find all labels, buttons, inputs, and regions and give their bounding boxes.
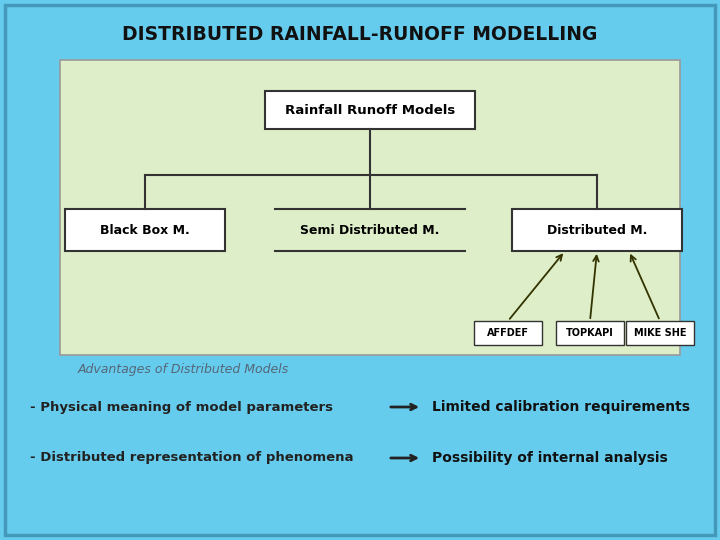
Text: Possibility of internal analysis: Possibility of internal analysis	[432, 451, 667, 465]
Bar	[265, 91, 475, 129]
Text: - Physical meaning of model parameters: - Physical meaning of model parameters	[30, 401, 333, 414]
Text: TOPKAPI: TOPKAPI	[566, 328, 614, 338]
Bar	[512, 209, 682, 251]
Text: DISTRIBUTED RAINFALL-RUNOFF MODELLING: DISTRIBUTED RAINFALL-RUNOFF MODELLING	[122, 25, 598, 44]
Text: AFFDEF: AFFDEF	[487, 328, 529, 338]
Text: - Distributed representation of phenomena: - Distributed representation of phenomen…	[30, 451, 354, 464]
Bar	[60, 60, 680, 355]
Text: Limited calibration requirements: Limited calibration requirements	[432, 400, 690, 414]
Text: Distributed M.: Distributed M.	[546, 224, 647, 237]
Bar	[474, 321, 542, 345]
Text: MIKE SHE: MIKE SHE	[634, 328, 686, 338]
Text: Black Box M.: Black Box M.	[100, 224, 190, 237]
Text: Rainfall Runoff Models: Rainfall Runoff Models	[285, 104, 455, 117]
Text: Advantages of Distributed Models: Advantages of Distributed Models	[78, 363, 289, 376]
Bar	[65, 209, 225, 251]
Text: Semi Distributed M.: Semi Distributed M.	[300, 224, 440, 237]
Bar	[626, 321, 694, 345]
Bar	[556, 321, 624, 345]
